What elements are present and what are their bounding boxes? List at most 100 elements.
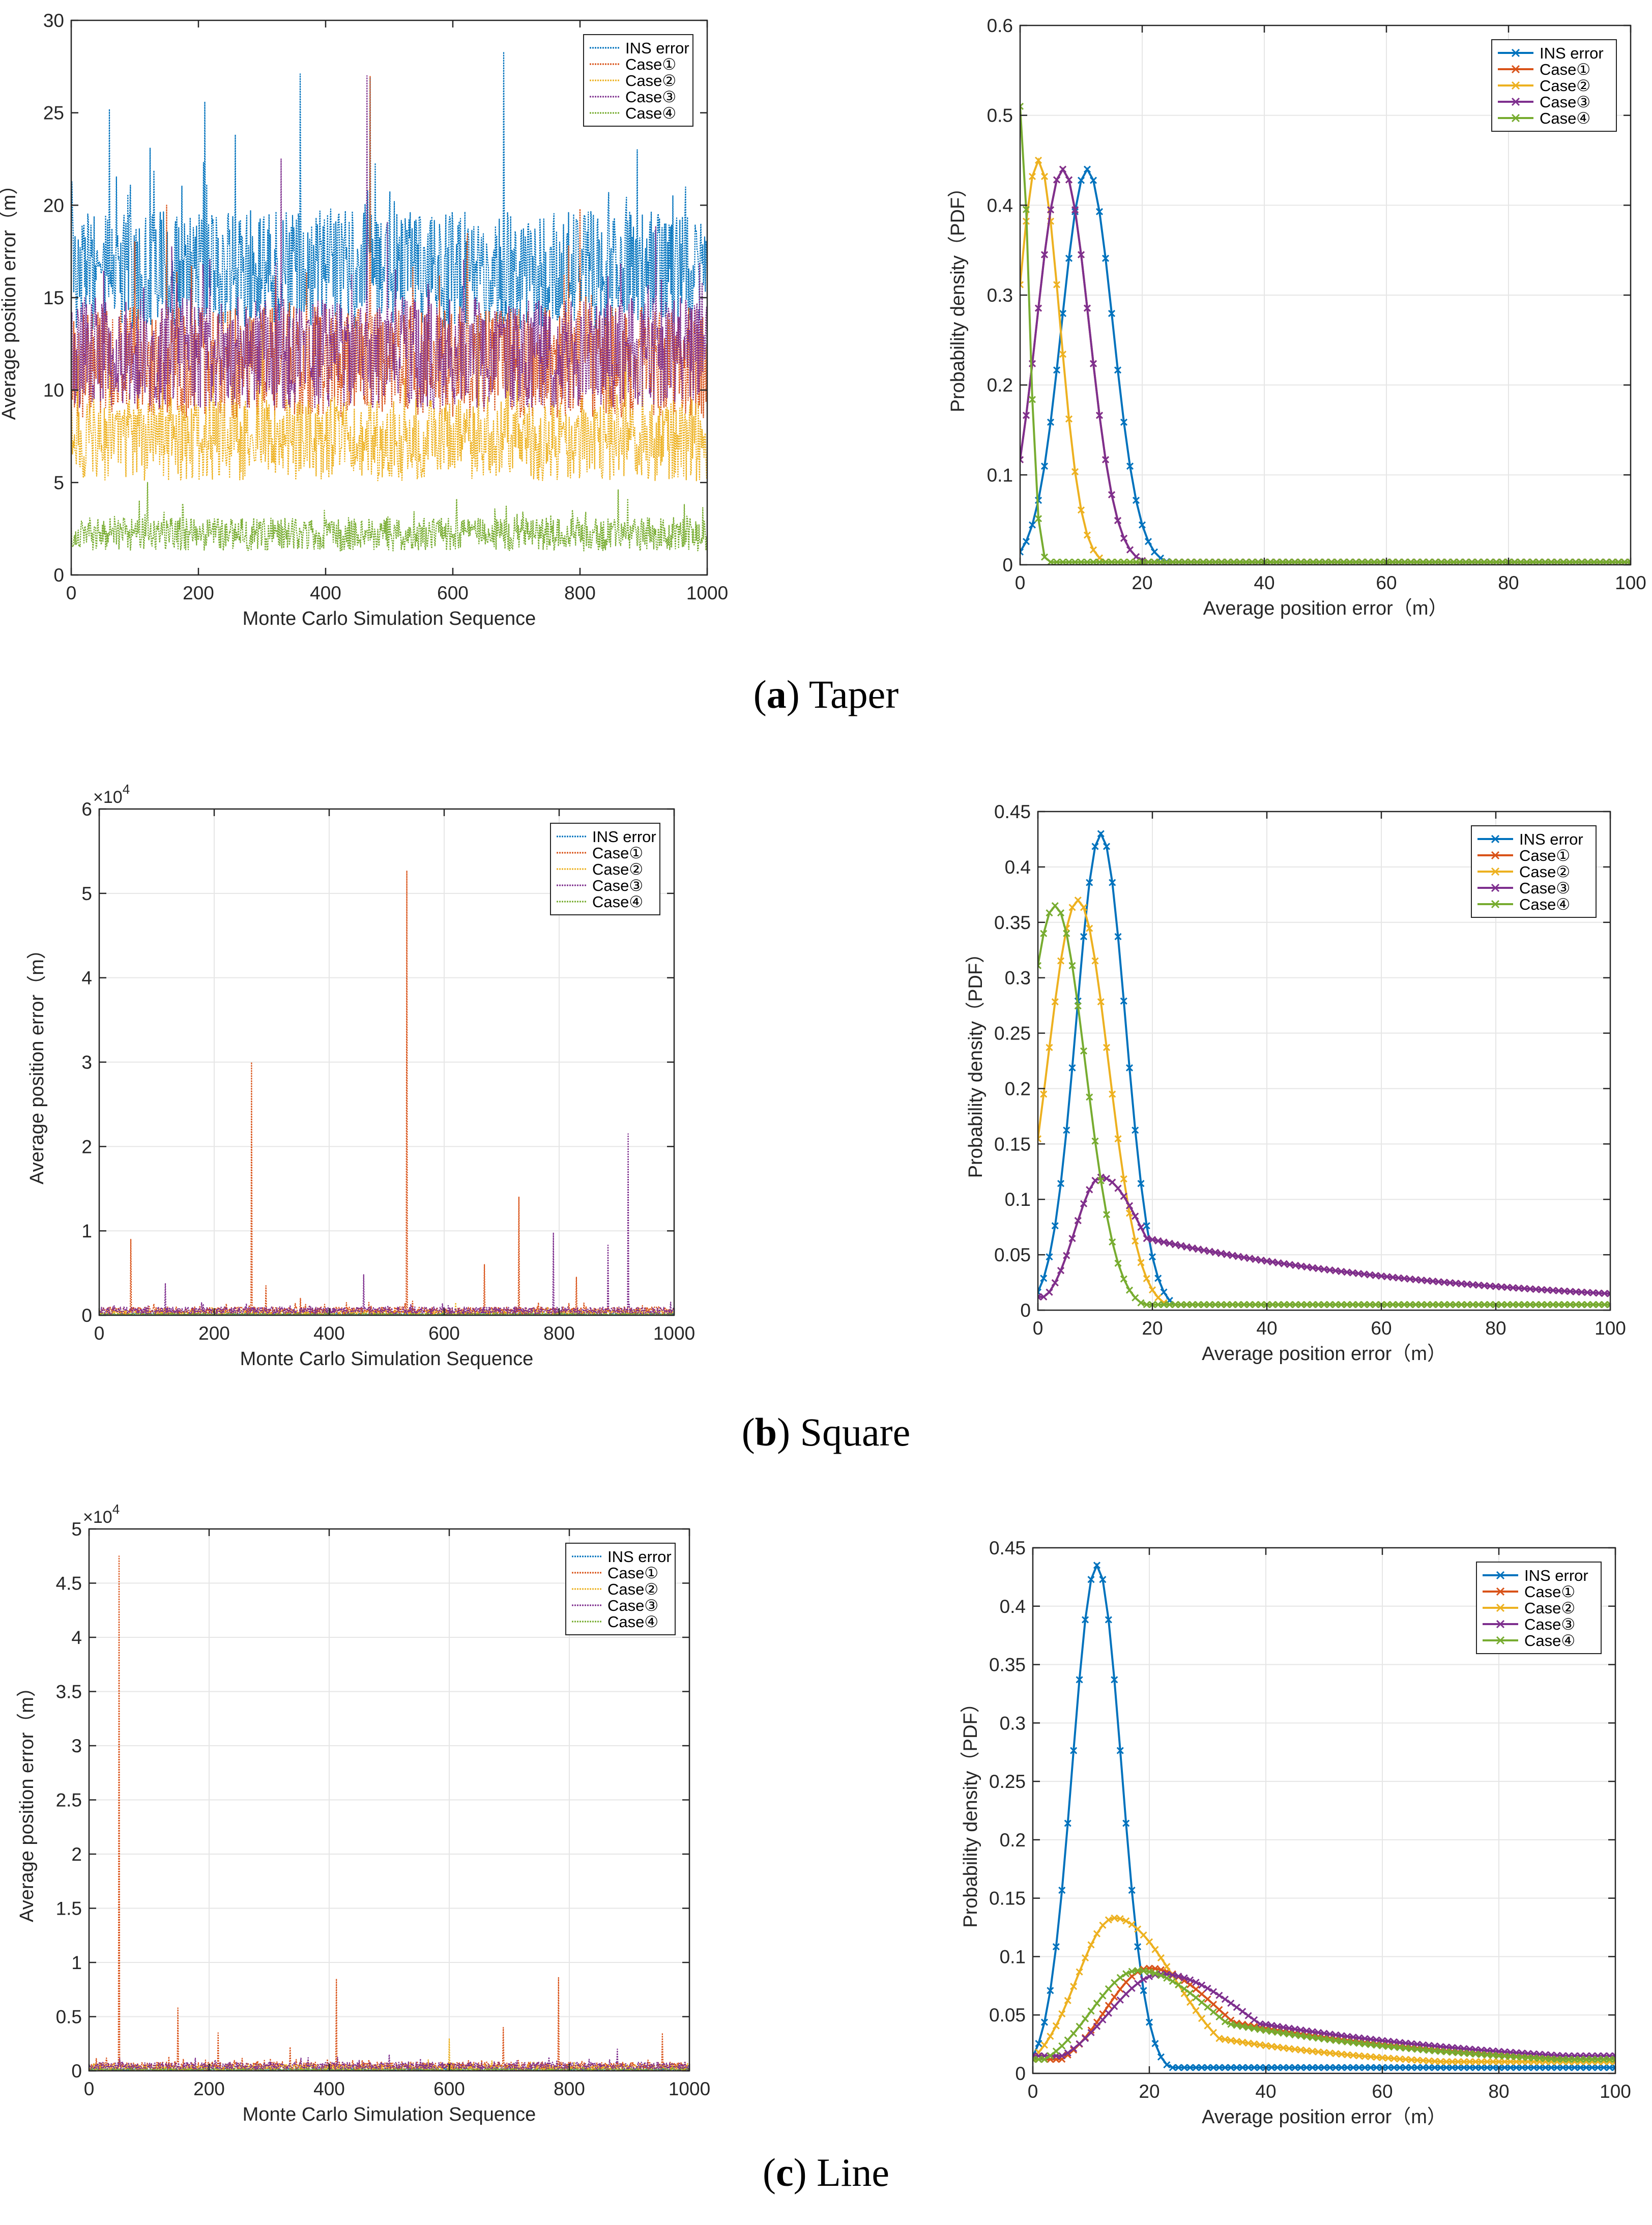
series-marker-ins [1588, 2064, 1596, 2071]
series-marker-case3 [1567, 1288, 1574, 1295]
series-marker-case4 [1314, 2034, 1322, 2042]
series-marker-case4 [1020, 102, 1024, 110]
y-tick-label: 0.45 [994, 801, 1031, 822]
y-tick-label: 0.1 [1005, 1189, 1031, 1210]
series-marker-case3 [1286, 1261, 1294, 1268]
series-marker-case4 [1606, 1301, 1610, 1309]
series-marker-ins [1108, 310, 1116, 317]
series-marker-case4 [1297, 558, 1305, 565]
series-marker-case3 [1314, 2029, 1322, 2036]
series-marker-case4 [1262, 2027, 1270, 2034]
series-marker-case2 [1086, 924, 1093, 932]
series-marker-case4 [1511, 558, 1519, 565]
y-tick-label: 0.2 [1005, 1078, 1031, 1099]
y-tick-label: 0.15 [994, 1134, 1031, 1154]
y-tick-label: 4.5 [56, 1573, 82, 1594]
x-tick-label: 1000 [653, 1323, 695, 1344]
series-marker-case4 [1364, 558, 1372, 565]
series-marker-case3 [1349, 1269, 1356, 1277]
series-marker-ins [1070, 1747, 1078, 1754]
series-marker-case4 [1199, 558, 1207, 565]
series-marker-case4 [1244, 2024, 1252, 2031]
x-tick-label: 40 [1254, 572, 1274, 593]
series-marker-case3 [1080, 1200, 1088, 1207]
series-marker-case2 [1326, 2049, 1334, 2057]
x-axis-label: Monte Carlo Simulation Sequence [243, 608, 536, 629]
series-marker-case2 [1309, 2047, 1316, 2055]
series-marker-case3 [1040, 1293, 1048, 1301]
y-tick-label: 0.3 [987, 285, 1013, 306]
series-marker-ins [1600, 2064, 1608, 2071]
series-marker-case4 [1215, 2013, 1223, 2020]
series-marker-case4 [1466, 2050, 1473, 2058]
series-marker-case3 [1423, 1277, 1431, 1285]
x-tick-label: 60 [1371, 1318, 1392, 1339]
x-tick-label: 800 [543, 1323, 575, 1344]
series-marker-case3 [1089, 360, 1097, 367]
y-tick-label: 1 [71, 1952, 82, 1973]
series-marker-case4 [1171, 1301, 1179, 1309]
series-marker-case3 [1268, 2021, 1276, 2029]
series-marker-case4 [1419, 558, 1427, 565]
series-marker-case3 [1469, 1281, 1477, 1288]
series-marker-ins [1040, 2018, 1048, 2026]
series-marker-case3 [1589, 1289, 1597, 1296]
series-marker-case4 [1396, 2044, 1404, 2051]
series-marker-case4 [1437, 2047, 1444, 2055]
y-tick-label: 20 [43, 195, 64, 216]
series-marker-case4 [1089, 558, 1097, 565]
series-marker-case4 [1361, 2040, 1369, 2048]
series-marker-case4 [1143, 1301, 1150, 1309]
y-tick-label: 1 [81, 1221, 92, 1241]
series-marker-case3 [1206, 1248, 1213, 1255]
series-marker-case2 [1058, 2010, 1066, 2017]
y-tick-label: 0.15 [989, 1888, 1026, 1909]
series-marker-case4 [1406, 1301, 1414, 1309]
series-marker-case4 [1309, 1301, 1317, 1309]
series-marker-case3 [1070, 2045, 1078, 2053]
series-marker-case3 [1291, 2025, 1299, 2033]
series-marker-case2 [1297, 2046, 1305, 2054]
series-marker-case2 [1413, 2056, 1421, 2064]
series-marker-case3 [1194, 1246, 1202, 1253]
series-marker-case4 [1046, 909, 1053, 917]
series-marker-case3 [1120, 1192, 1127, 1200]
series-marker-case4 [1413, 558, 1421, 565]
series-marker-case3 [1087, 2029, 1095, 2036]
legend-label: INS error [1524, 1567, 1588, 1584]
legend-label: Case③ [1524, 1615, 1575, 1633]
series-marker-case3 [1034, 304, 1042, 312]
series-marker-case4 [1450, 558, 1458, 565]
series-marker-case1 [1215, 2006, 1223, 2013]
series-marker-case2 [1204, 2022, 1211, 2030]
series-marker-case4 [1229, 1301, 1236, 1309]
series-marker-case3 [1189, 1244, 1196, 1252]
series-marker-case4 [1087, 2007, 1095, 2015]
series-marker-case4 [1429, 1301, 1437, 1309]
series-marker-case3 [1063, 1252, 1070, 1259]
legend-marker [1511, 65, 1520, 74]
series-marker-case3 [1315, 1265, 1322, 1273]
y-tick-label: 0.45 [989, 1538, 1026, 1558]
series-marker-case2 [1285, 2045, 1293, 2053]
series-marker-case3 [1269, 1258, 1277, 1266]
series-marker-case3 [1192, 1979, 1200, 1986]
series-marker-case3 [1412, 1276, 1419, 1283]
x-tick-label: 1000 [669, 2078, 710, 2099]
series-marker-case4 [1547, 558, 1555, 565]
series-marker-case4 [1577, 2056, 1584, 2063]
series-marker-case3 [1331, 1267, 1340, 1275]
series-marker-case4 [1349, 1301, 1356, 1309]
series-marker-case4 [1033, 2056, 1037, 2063]
series-marker-ins [1442, 2064, 1451, 2071]
y-tick-label: 3 [81, 1052, 92, 1073]
legend-label: INS error [1519, 830, 1583, 848]
series-line-case2 [71, 315, 707, 481]
series-marker-case4 [1194, 1301, 1202, 1309]
y-tick-label: 25 [43, 103, 64, 124]
series-marker-case4 [1614, 558, 1622, 565]
series-marker-case4 [1256, 2026, 1264, 2033]
series-marker-case2 [1154, 1294, 1162, 1302]
series-marker-ins [1140, 1987, 1147, 1995]
series-marker-ins [1083, 165, 1091, 173]
